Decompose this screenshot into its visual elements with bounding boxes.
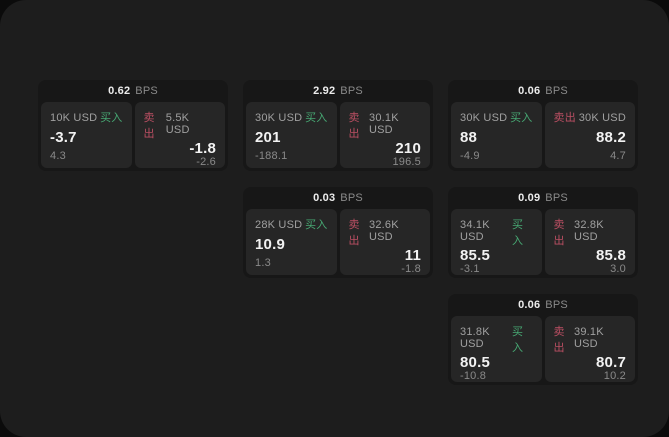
buy-change: -188.1 — [255, 150, 288, 162]
bps-value: 2.92 — [313, 85, 336, 97]
buy-price: 10.9 — [255, 236, 285, 253]
sell-amount: 39.1K USD — [574, 326, 604, 350]
quote-card: 0.62 BPS 10K USD 买入 -3.7 4.3 卖出 — [38, 80, 228, 171]
buy-amount: 30K USD — [255, 112, 303, 124]
buy-tile[interactable]: 10K USD 买入 -3.7 4.3 — [41, 102, 132, 168]
buy-price: 88 — [460, 129, 478, 146]
sell-tile[interactable]: 卖出 30K USD 88.2 4.7 — [544, 102, 635, 168]
sell-side-label: 卖出 — [143, 112, 155, 140]
buy-price: 201 — [255, 129, 281, 146]
buy-tile[interactable]: 30K USD 买入 201 -188.1 — [246, 102, 337, 168]
tiles-row: 10K USD 买入 -3.7 4.3 卖出 5.5K USD -1.8 -2.… — [41, 102, 225, 168]
sell-change: 4.7 — [610, 150, 626, 162]
sell-tile[interactable]: 卖出 32.6K USD 11 -1.8 — [339, 209, 430, 275]
sell-side-label: 卖出 — [348, 112, 360, 140]
buy-side-label: 买入 — [305, 219, 328, 231]
sell-side-label: 卖出 — [553, 112, 576, 124]
sell-side-label: 卖出 — [553, 219, 565, 247]
bps-unit-label: BPS — [135, 85, 158, 97]
sell-tile[interactable]: 卖出 39.1K USD 80.7 10.2 — [544, 316, 635, 382]
buy-side-label: 买入 — [510, 112, 533, 124]
bps-value: 0.09 — [518, 192, 541, 204]
buy-change: 4.3 — [50, 150, 66, 162]
sell-price: 85.8 — [596, 247, 626, 264]
sell-change: 196.5 — [392, 156, 421, 168]
bps-unit-label: BPS — [340, 85, 363, 97]
card-header: 0.09 BPS — [451, 187, 635, 209]
buy-amount: 28K USD — [255, 219, 303, 231]
sell-change: 10.2 — [603, 370, 626, 382]
buy-price: 85.5 — [460, 247, 490, 264]
sell-amount: 5.5K USD — [165, 112, 190, 136]
buy-change: -4.9 — [460, 150, 480, 162]
buy-amount: 31.8K USD — [460, 326, 490, 350]
tiles-row: 28K USD 买入 10.9 1.3 卖出 32.6K USD 11 -1.8 — [246, 209, 430, 275]
sell-price: 210 — [395, 140, 421, 157]
buy-tile[interactable]: 31.8K USD 买入 80.5 -10.8 — [451, 316, 542, 382]
bps-unit-label: BPS — [545, 192, 568, 204]
bps-unit-label: BPS — [340, 192, 363, 204]
bps-unit-label: BPS — [545, 299, 568, 311]
buy-price: -3.7 — [50, 129, 77, 146]
sell-tile[interactable]: 卖出 5.5K USD -1.8 -2.6 — [134, 102, 225, 168]
sell-price: 11 — [404, 247, 421, 264]
buy-side-label: 买入 — [100, 112, 123, 124]
buy-amount: 30K USD — [460, 112, 508, 124]
quote-card: 2.92 BPS 30K USD 买入 201 -188.1 卖出 — [243, 80, 433, 171]
sell-amount: 32.6K USD — [369, 219, 399, 243]
sell-price: 88.2 — [596, 129, 626, 146]
sell-change: -1.8 — [401, 263, 421, 275]
quote-card: 0.06 BPS 31.8K USD 买入 80.5 -10.8 卖 — [448, 294, 638, 385]
tiles-row: 31.8K USD 买入 80.5 -10.8 卖出 39.1K USD 80.… — [451, 316, 635, 382]
sell-change: 3.0 — [610, 263, 626, 275]
bps-value: 0.03 — [313, 192, 336, 204]
tiles-row: 30K USD 买入 88 -4.9 卖出 30K USD 88.2 4.7 — [451, 102, 635, 168]
sell-tile[interactable]: 卖出 30.1K USD 210 196.5 — [339, 102, 430, 168]
card-header: 0.03 BPS — [246, 187, 430, 209]
sell-amount: 32.8K USD — [574, 219, 604, 243]
sell-tile[interactable]: 卖出 32.8K USD 85.8 3.0 — [544, 209, 635, 275]
buy-change: -10.8 — [460, 370, 487, 382]
bps-unit-label: BPS — [545, 85, 568, 97]
buy-side-label: 买入 — [512, 219, 524, 247]
sell-side-label: 卖出 — [553, 326, 565, 354]
buy-side-label: 买入 — [305, 112, 328, 124]
sell-amount: 30K USD — [578, 112, 626, 124]
buy-tile[interactable]: 34.1K USD 买入 85.5 -3.1 — [451, 209, 542, 275]
buy-side-label: 买入 — [512, 326, 524, 354]
bps-value: 0.62 — [108, 85, 131, 97]
quote-card: 0.03 BPS 28K USD 买入 10.9 1.3 卖出 — [243, 187, 433, 278]
bps-value: 0.06 — [518, 85, 541, 97]
quote-card: 0.09 BPS 34.1K USD 买入 85.5 -3.1 卖出 — [448, 187, 638, 278]
card-header: 2.92 BPS — [246, 80, 430, 102]
tiles-row: 34.1K USD 买入 85.5 -3.1 卖出 32.8K USD 85.8… — [451, 209, 635, 275]
bps-value: 0.06 — [518, 299, 541, 311]
card-header: 0.06 BPS — [451, 294, 635, 316]
sell-change: -2.6 — [196, 156, 216, 168]
buy-tile[interactable]: 28K USD 买入 10.9 1.3 — [246, 209, 337, 275]
tiles-row: 30K USD 买入 201 -188.1 卖出 30.1K USD 210 1… — [246, 102, 430, 168]
buy-price: 80.5 — [460, 354, 490, 371]
buy-change: -3.1 — [460, 263, 480, 275]
sell-amount: 30.1K USD — [369, 112, 399, 136]
quote-board: 0.62 BPS 10K USD 买入 -3.7 4.3 卖出 — [38, 80, 638, 385]
sell-price: -1.8 — [189, 140, 216, 157]
buy-tile[interactable]: 30K USD 买入 88 -4.9 — [451, 102, 542, 168]
buy-amount: 10K USD — [50, 112, 98, 124]
card-header: 0.06 BPS — [451, 80, 635, 102]
buy-change: 1.3 — [255, 257, 271, 269]
buy-amount: 34.1K USD — [460, 219, 490, 243]
quote-card: 0.06 BPS 30K USD 买入 88 -4.9 卖出 — [448, 80, 638, 171]
sell-side-label: 卖出 — [348, 219, 360, 247]
card-header: 0.62 BPS — [41, 80, 225, 102]
sell-price: 80.7 — [596, 354, 626, 371]
